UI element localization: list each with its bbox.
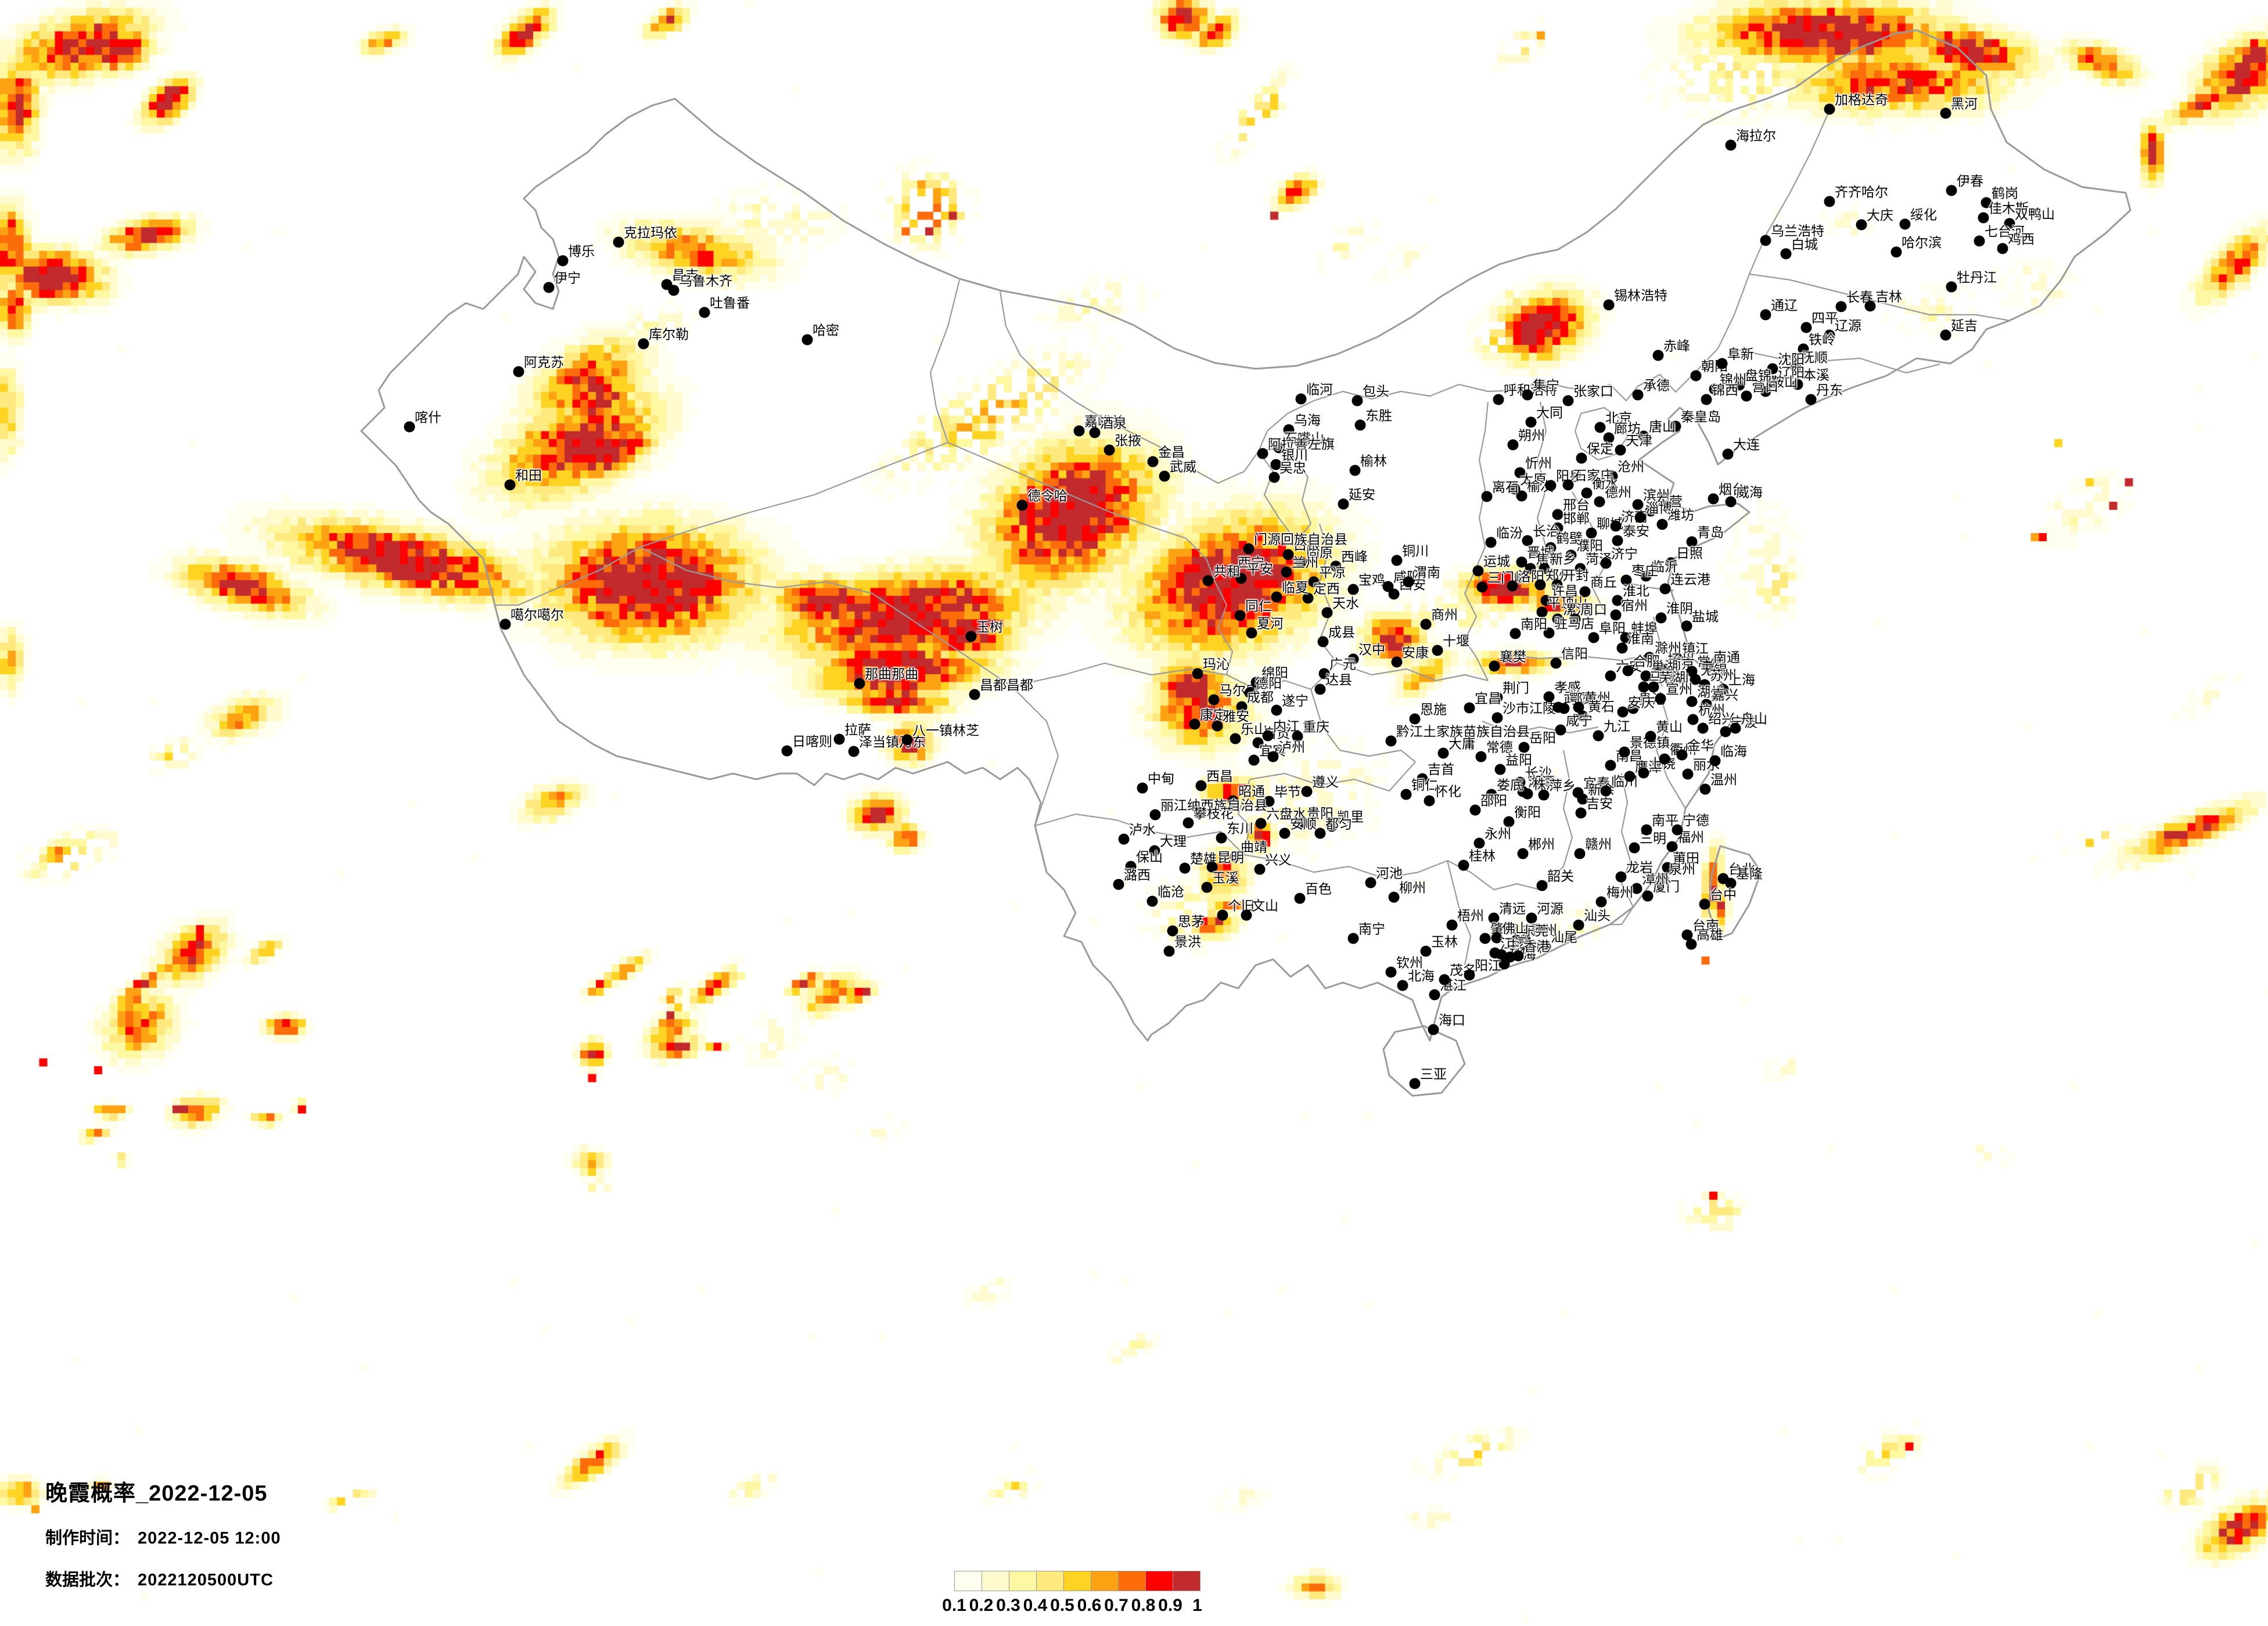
production-time-label: 制作时间： xyxy=(45,1529,130,1548)
legend-swatch-0.2 xyxy=(982,1571,1009,1591)
legend-tick-0.7: 0.7 xyxy=(1104,1596,1128,1615)
province-border-3 xyxy=(1568,348,1719,402)
legend-tick-0.8: 0.8 xyxy=(1131,1596,1156,1615)
province-border-12 xyxy=(1318,523,1338,664)
province-border-15 xyxy=(947,441,1234,675)
legend-tick-0.9: 0.9 xyxy=(1158,1596,1182,1615)
legend-tick-1: 1 xyxy=(1192,1596,1202,1615)
legend-color-ramp xyxy=(954,1571,1201,1591)
legend-tick-0.3: 0.3 xyxy=(996,1596,1020,1615)
province-border-11 xyxy=(1464,567,1489,681)
province-border-23 xyxy=(1034,813,1245,855)
map-title: 晚霞概率_2022-12-05 xyxy=(45,1481,268,1506)
legend-tick-0.1: 0.1 xyxy=(942,1596,966,1615)
province-border-16 xyxy=(929,279,961,443)
legend-swatch-0.6 xyxy=(1091,1571,1119,1591)
province-border-35 xyxy=(1574,406,1629,461)
title-block: 晚霞概率_2022-12-05 制作时间： 2022-12-05 12:00 数… xyxy=(45,1475,281,1591)
province-border-19 xyxy=(639,546,1012,687)
province-border-24 xyxy=(1310,689,1416,762)
data-batch-line: 数据批次： 2022120500UTC xyxy=(45,1566,281,1591)
province-border-7 xyxy=(1572,491,1605,611)
province-border-9 xyxy=(1652,616,1663,687)
province-border-8 xyxy=(1621,581,1674,592)
province-border-1 xyxy=(1749,273,2010,322)
province-border-29 xyxy=(1540,750,1573,890)
province-border-28 xyxy=(1446,860,1472,966)
province-border-33 xyxy=(1655,692,1686,809)
province-border-5 xyxy=(1536,401,1547,568)
province-border-0 xyxy=(1717,110,1831,349)
hainan-island-outline xyxy=(1382,1025,1466,1097)
province-border-25 xyxy=(1249,761,1416,792)
province-border-21 xyxy=(1011,662,1227,688)
legend-swatch-0.9 xyxy=(1173,1571,1200,1591)
legend-tick-0.4: 0.4 xyxy=(1023,1596,1048,1615)
province-border-27 xyxy=(1237,779,1251,855)
legend-tick-0.6: 0.6 xyxy=(1077,1596,1102,1615)
probability-legend: 0.1 0.2 0.3 0.4 0.5 0.6 0.7 0.8 0.9 1 xyxy=(942,1571,1202,1619)
province-border-22 xyxy=(1226,663,1338,690)
legend-swatch-0.3 xyxy=(1009,1571,1037,1591)
province-border-17 xyxy=(639,441,948,548)
data-batch-label: 数据批次： xyxy=(45,1571,130,1589)
province-border-32 xyxy=(1620,773,1634,908)
province-border-4 xyxy=(999,291,1569,484)
province-border-14 xyxy=(1258,447,1312,542)
province-border-34 xyxy=(1610,906,1634,926)
province-border-30 xyxy=(1482,720,1599,734)
province-border-26 xyxy=(1243,854,1448,879)
taiwan-island-outline xyxy=(1708,845,1762,940)
legend-tick-0.2: 0.2 xyxy=(969,1596,994,1615)
legend-swatch-0.4 xyxy=(1037,1571,1064,1591)
province-border-20 xyxy=(1011,686,1059,826)
legend-tick-labels: 0.1 0.2 0.3 0.4 0.5 0.6 0.7 0.8 0.9 1 xyxy=(942,1596,1202,1619)
legend-swatch-0.5 xyxy=(1064,1571,1091,1591)
province-border-18 xyxy=(495,546,641,606)
province-border-10 xyxy=(1501,653,1651,661)
production-time-line: 制作时间： 2022-12-05 12:00 xyxy=(45,1524,281,1549)
province-border-13 xyxy=(1336,662,1489,682)
data-batch-value: 2022120500UTC xyxy=(138,1571,274,1589)
province-border-31 xyxy=(1447,860,1541,891)
legend-swatch-0.7 xyxy=(1119,1571,1146,1591)
legend-swatch-0.8 xyxy=(1146,1571,1173,1591)
legend-swatch-0.1 xyxy=(955,1571,982,1591)
legend-tick-0.5: 0.5 xyxy=(1050,1596,1074,1615)
province-border-6 xyxy=(1475,401,1489,588)
production-time-value: 2022-12-05 12:00 xyxy=(138,1529,281,1548)
national-boundary-outline xyxy=(360,29,2132,1042)
province-border-2 xyxy=(1736,348,1940,374)
